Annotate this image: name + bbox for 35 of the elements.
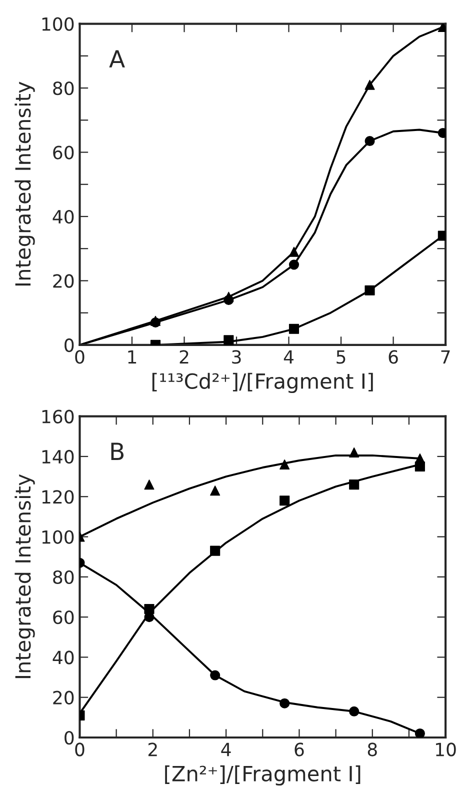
x-tick-label: 2 bbox=[180, 350, 188, 364]
y-tick-label: 0 bbox=[64, 338, 74, 352]
y-tick-label: 80 bbox=[53, 81, 74, 96]
y-tick-label: 60 bbox=[53, 610, 74, 624]
x-tick-label: 0 bbox=[75, 742, 84, 756]
x-axis-title: [¹¹³Cd²⁺]/[Fragment I] bbox=[152, 372, 373, 394]
x-tick-label: 2 bbox=[148, 742, 157, 756]
x-tick-label: 7 bbox=[441, 350, 450, 364]
y-tick-label: 40 bbox=[52, 650, 74, 664]
y-tick-label: 40 bbox=[52, 210, 74, 224]
y-axis-title: Integrated Intensity bbox=[14, 474, 35, 678]
y-tick-label: 60 bbox=[53, 146, 74, 160]
y-tick-label: 100 bbox=[42, 530, 74, 544]
x-tick-label: 10 bbox=[436, 742, 456, 756]
x-tick-label: 6 bbox=[388, 350, 398, 364]
x-tick-label: 3 bbox=[232, 350, 241, 364]
x-tick-label: 0 bbox=[75, 350, 84, 364]
x-tick-label: 1 bbox=[128, 350, 136, 364]
y-tick-label: 20 bbox=[53, 690, 74, 704]
annotation: A bbox=[109, 50, 125, 68]
y-tick-label: 0 bbox=[64, 730, 74, 745]
x-axis-title: [Zn²⁺]/[Fragment I] bbox=[165, 765, 360, 786]
y-tick-label: 120 bbox=[42, 490, 74, 504]
y-tick-label: 140 bbox=[42, 450, 74, 464]
x-tick-label: 4 bbox=[284, 350, 294, 364]
y-tick-label: 160 bbox=[42, 410, 74, 424]
annotation: B bbox=[111, 442, 124, 460]
x-tick-label: 6 bbox=[294, 742, 304, 756]
y-tick-label: 100 bbox=[42, 17, 74, 31]
x-tick-label: 8 bbox=[368, 742, 377, 756]
y-tick-label: 20 bbox=[53, 274, 74, 288]
y-axis-title: Integrated Intensity bbox=[14, 82, 35, 286]
x-tick-label: 4 bbox=[221, 742, 231, 756]
y-tick-label: 80 bbox=[53, 570, 74, 584]
x-tick-label: 5 bbox=[336, 350, 346, 364]
